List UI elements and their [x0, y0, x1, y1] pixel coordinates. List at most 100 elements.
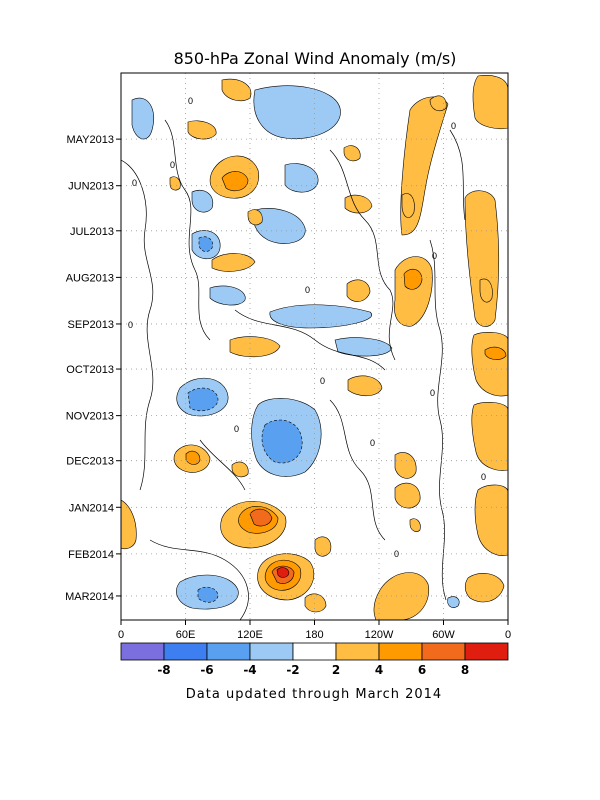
- x-tick-label: 60W: [432, 629, 455, 641]
- zero-contour: [199, 439, 246, 491]
- contour-label: 0: [370, 438, 375, 448]
- positive-anomaly-region: [304, 593, 327, 613]
- colorbar-label: 4: [375, 663, 383, 677]
- data-updated-note: Data updated through March 2014: [186, 687, 442, 702]
- colorbar-swatch: [464, 642, 509, 661]
- positive-anomaly-region: [185, 450, 201, 465]
- positive-anomaly-region: [429, 95, 447, 112]
- positive-anomaly-region: [187, 120, 217, 140]
- positive-anomaly-region: [403, 268, 423, 290]
- contour-label: 0: [394, 549, 399, 559]
- zero-contour: [329, 149, 396, 361]
- contour-label: 0: [451, 121, 456, 131]
- positive-anomaly-region: [394, 452, 417, 479]
- colorbar-swatch: [378, 642, 423, 661]
- zero-contours: [121, 119, 466, 620]
- x-tick-label: 120W: [365, 629, 394, 641]
- contour-label: 0: [128, 320, 133, 330]
- contour-label: 0: [481, 472, 486, 482]
- colorbar-swatch: [120, 642, 165, 661]
- positive-anomaly-region: [231, 461, 249, 478]
- negative-anomaly-region: [198, 236, 213, 252]
- y-tick-label: MAR2014: [65, 591, 114, 603]
- contour-label: 0: [320, 376, 325, 386]
- colorbar-swatch: [292, 642, 337, 661]
- positive-anomaly-region: [229, 336, 281, 358]
- positive-anomaly-region: [401, 193, 415, 218]
- positive-anomaly-region: [472, 75, 508, 129]
- positive-anomaly-region: [121, 499, 137, 550]
- contour-label: 0: [170, 160, 175, 170]
- positive-anomaly-region: [464, 573, 505, 603]
- positive-anomaly-region: [479, 278, 493, 303]
- colorbar-swatch: [249, 642, 294, 661]
- y-tick-label: DEC2013: [66, 456, 114, 468]
- chart-title: 850-hPa Zonal Wind Anomaly (m/s): [174, 49, 457, 68]
- positive-anomaly-region: [211, 253, 256, 272]
- y-axis: MAY2013 JUN2013 JUL2013 AUG2013 SEP2013 OCT20…: [65, 134, 121, 603]
- zero-contour: [449, 129, 466, 221]
- y-tick-label: AUG2013: [66, 272, 114, 284]
- contour-label: 0: [132, 178, 137, 188]
- colorbar-label: -2: [286, 663, 299, 677]
- colorbar-swatch: [335, 642, 380, 661]
- positive-anomaly-region: [409, 518, 421, 532]
- contour-label: 0: [432, 251, 437, 261]
- x-tick-label: 120E: [237, 629, 263, 641]
- negative-anomaly-region: [197, 586, 219, 603]
- y-tick-label: MAY2013: [67, 134, 115, 146]
- y-tick-label: JUL2013: [70, 226, 114, 238]
- zero-contour: [234, 309, 386, 371]
- colorbar-label: 6: [418, 663, 426, 677]
- x-tick-label: 60E: [176, 629, 196, 641]
- contour-label: 0: [188, 96, 193, 106]
- colorbar-swatch: [421, 642, 466, 661]
- zero-contour: [121, 159, 154, 491]
- colorbar-label: -4: [243, 663, 256, 677]
- x-tick-label: 180: [305, 629, 323, 641]
- negative-anomaly-region: [191, 189, 214, 213]
- positive-anomaly-region: [221, 171, 249, 192]
- contour-label: 0: [234, 424, 239, 434]
- contour-label: 0: [305, 285, 310, 295]
- y-tick-label: SEP2013: [68, 319, 114, 331]
- contour-label: 0: [430, 388, 435, 398]
- negative-anomaly-region: [253, 85, 341, 140]
- plot-area: [121, 73, 508, 620]
- zero-contour: [164, 119, 211, 341]
- positive-anomaly-region: [347, 375, 383, 397]
- negative-anomaly-region: [447, 596, 460, 608]
- zero-contour: [429, 239, 447, 601]
- positive-anomaly-region: [276, 567, 290, 578]
- grid: [185, 73, 444, 620]
- colorbar-swatch: [206, 642, 251, 661]
- negative-anomaly-region: [284, 163, 319, 193]
- positive-anomaly-region: [344, 194, 373, 214]
- positive-anomaly-region: [474, 484, 508, 556]
- positive-anomaly-region: [343, 145, 361, 162]
- positive-anomaly-region: [471, 401, 508, 471]
- positive-anomaly-region: [314, 536, 332, 557]
- negative-anomaly-region: [209, 285, 246, 306]
- colorbar-label: -6: [200, 663, 213, 677]
- y-tick-label: OCT2013: [66, 364, 114, 376]
- y-tick-label: FEB2014: [68, 549, 114, 561]
- x-tick-label: 0: [505, 629, 511, 641]
- y-tick-label: NOV2013: [66, 411, 114, 423]
- y-tick-label: JAN2014: [69, 502, 114, 514]
- x-axis: 0 60E 120E 180 120W 60W 0: [118, 620, 511, 641]
- positive-anomaly-region: [394, 482, 421, 509]
- colorbar-label: 2: [332, 663, 340, 677]
- zero-contour: [329, 399, 386, 541]
- positive-anomaly-region: [249, 508, 273, 527]
- colorbar-swatch: [163, 642, 208, 661]
- anomaly-field: [121, 75, 508, 620]
- contour-labels: 0 0 0 0 0 0 0 0 0 0 0 0 0: [128, 96, 486, 559]
- positive-anomaly-region: [484, 346, 507, 360]
- colorbar-label: 8: [461, 663, 469, 677]
- negative-anomaly-region: [261, 419, 303, 464]
- negative-anomaly-region: [187, 387, 219, 412]
- negative-anomaly-region: [269, 304, 372, 329]
- positive-anomaly-region: [169, 176, 181, 191]
